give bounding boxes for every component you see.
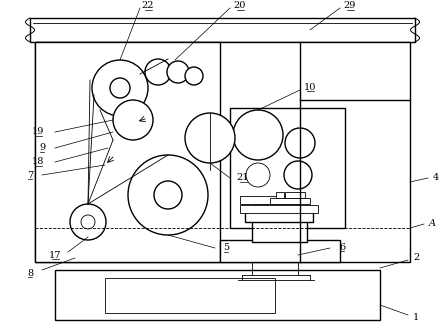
- Text: 21: 21: [237, 174, 249, 182]
- Bar: [230, 108, 345, 228]
- Bar: [252, 220, 307, 242]
- Circle shape: [70, 204, 106, 240]
- Circle shape: [81, 215, 95, 229]
- Circle shape: [145, 59, 171, 85]
- Bar: [240, 205, 318, 213]
- Bar: [30, 18, 415, 42]
- Bar: [55, 270, 380, 320]
- Bar: [285, 192, 305, 198]
- Text: 6: 6: [339, 243, 345, 251]
- Text: 22: 22: [142, 2, 154, 10]
- Circle shape: [154, 181, 182, 209]
- Text: 10: 10: [304, 82, 316, 92]
- Circle shape: [233, 110, 283, 160]
- Text: 8: 8: [27, 268, 33, 278]
- Text: 9: 9: [39, 144, 45, 152]
- Circle shape: [113, 100, 153, 140]
- Text: 7: 7: [27, 170, 33, 180]
- Text: 17: 17: [49, 250, 61, 260]
- Text: 18: 18: [32, 158, 44, 166]
- Text: 2: 2: [413, 253, 419, 263]
- Bar: [105, 278, 275, 313]
- Circle shape: [167, 61, 189, 83]
- Bar: [270, 198, 310, 204]
- Circle shape: [185, 113, 235, 163]
- Bar: [35, 42, 220, 262]
- Circle shape: [128, 155, 208, 235]
- Circle shape: [92, 60, 148, 116]
- Text: 1: 1: [413, 314, 419, 322]
- Bar: [245, 210, 313, 222]
- Bar: [276, 192, 284, 198]
- Text: A: A: [428, 219, 436, 229]
- Bar: [255, 204, 267, 210]
- Bar: [240, 196, 300, 204]
- Bar: [35, 42, 410, 262]
- Circle shape: [246, 163, 270, 187]
- Text: 20: 20: [234, 2, 246, 10]
- Circle shape: [110, 78, 130, 98]
- Text: 4: 4: [433, 174, 439, 182]
- Text: 29: 29: [344, 2, 356, 10]
- Circle shape: [284, 161, 312, 189]
- Text: 19: 19: [32, 128, 44, 136]
- Circle shape: [185, 67, 203, 85]
- Text: 5: 5: [223, 244, 229, 252]
- Circle shape: [285, 128, 315, 158]
- Bar: [220, 240, 340, 262]
